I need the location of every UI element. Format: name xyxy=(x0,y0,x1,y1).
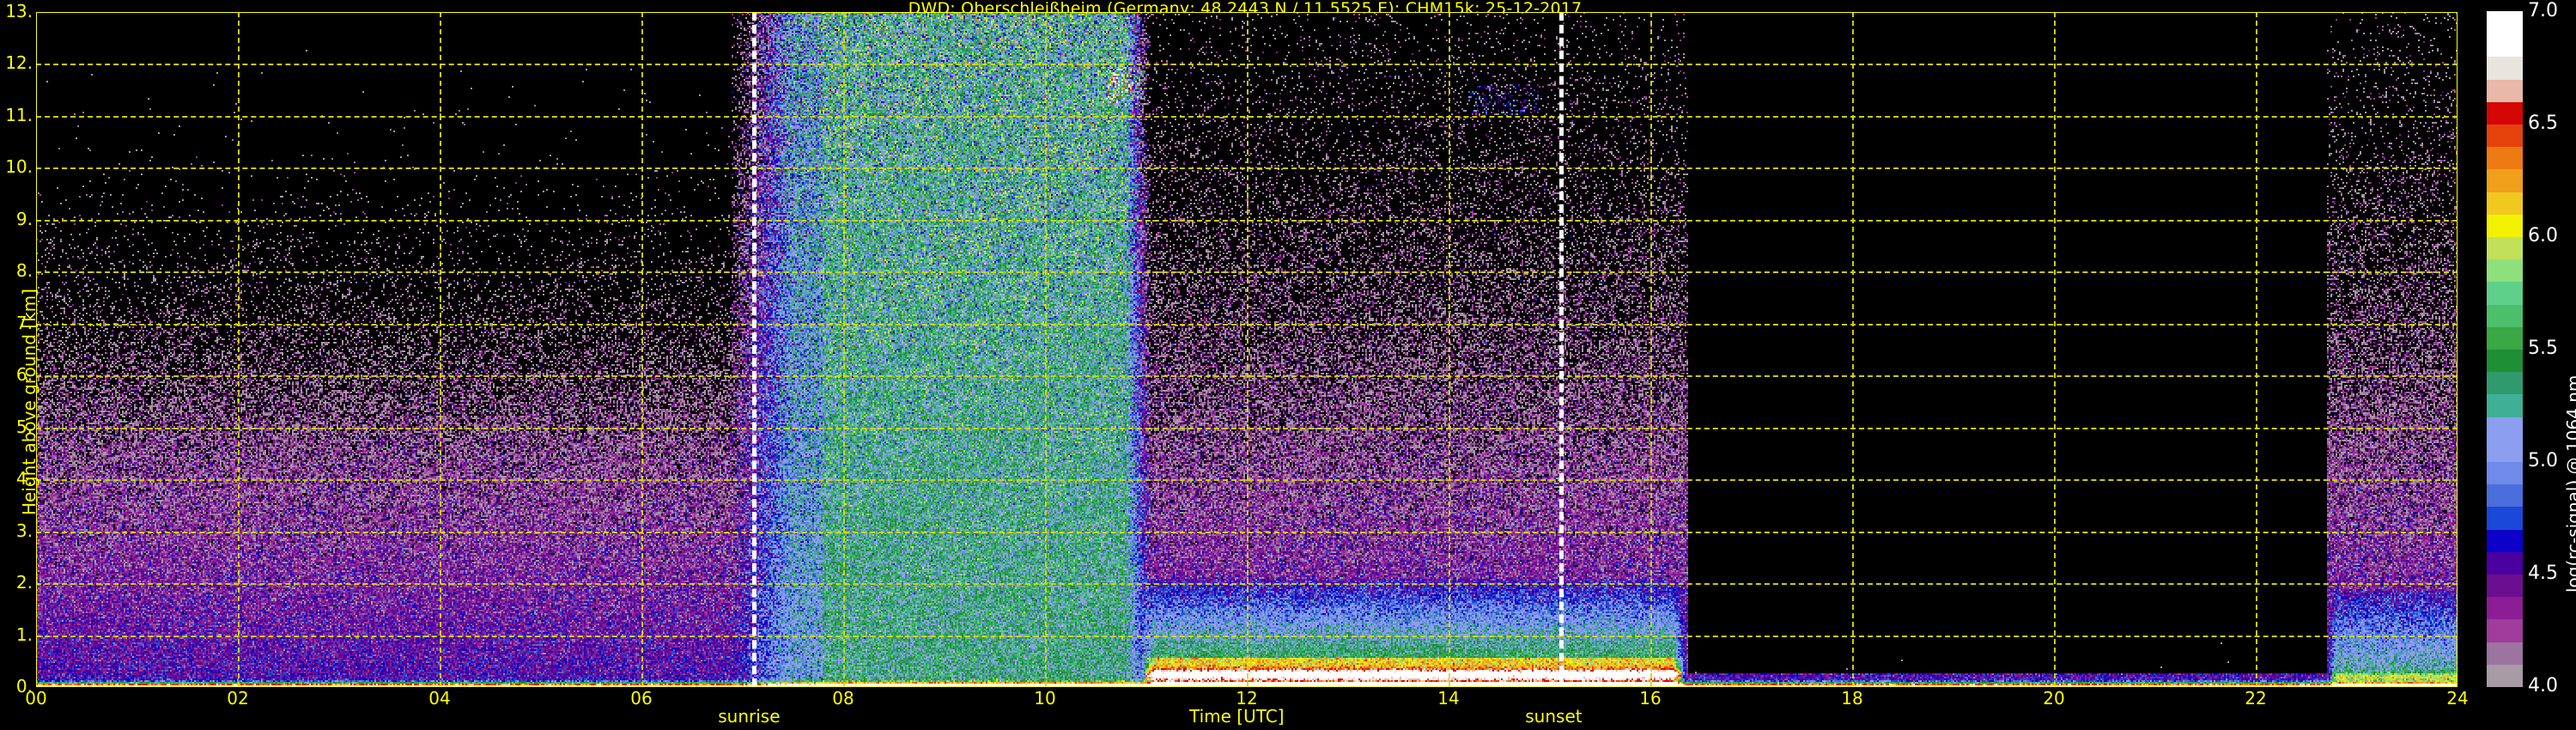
sunset-line xyxy=(1559,12,1564,687)
x-tick-label: 24 xyxy=(2446,688,2469,709)
x-tick-label: 00 xyxy=(25,688,47,709)
colorbar-segment xyxy=(2487,551,2523,575)
gridline-vertical xyxy=(2054,12,2056,687)
gridline-horizontal xyxy=(36,479,2458,482)
colorbar-segment xyxy=(2487,393,2523,417)
gridline-vertical xyxy=(1247,12,1249,687)
gridline-vertical xyxy=(1852,12,1854,687)
gridline-horizontal xyxy=(36,583,2458,586)
x-tick-label: 08 xyxy=(832,688,854,709)
colorbar-tick-label: 5.5 xyxy=(2528,338,2558,359)
heatmap-plot-area xyxy=(36,12,2458,687)
colorbar-segment xyxy=(2487,259,2523,283)
y-tick-label: 3. xyxy=(15,520,33,541)
colorbar-tick-label: 6.5 xyxy=(2528,113,2558,134)
x-tick-label: 16 xyxy=(1639,688,1662,709)
gridline-horizontal xyxy=(36,375,2458,378)
x-tick-label: 14 xyxy=(1437,688,1460,709)
colorbar-segment xyxy=(2487,192,2523,215)
x-tick-label: 10 xyxy=(1034,688,1056,709)
sunset-label: sunset xyxy=(1525,706,1583,727)
x-tick-label: 02 xyxy=(227,688,249,709)
y-tick-label: 13. xyxy=(5,1,33,21)
y-tick-label: 11. xyxy=(5,104,33,125)
colorbar-segment xyxy=(2487,596,2523,620)
gridline-vertical xyxy=(238,12,240,687)
gridline-horizontal xyxy=(36,167,2458,170)
x-axis-label: Time [UTC] xyxy=(1189,706,1285,727)
colorbar-segment xyxy=(2487,506,2523,530)
gridline-vertical xyxy=(1650,12,1652,687)
gridline-vertical xyxy=(1045,12,1047,687)
colorbar-segment xyxy=(2487,529,2523,552)
colorbar-segment xyxy=(2487,214,2523,237)
colorbar-label: log(rc-signal) @ 1064 nm xyxy=(2563,374,2576,593)
colorbar-segment xyxy=(2487,439,2523,462)
gridline-vertical xyxy=(440,12,441,687)
y-tick-label: 4. xyxy=(15,468,33,490)
colorbar-segment xyxy=(2487,417,2523,440)
gridline-horizontal xyxy=(36,271,2458,274)
x-tick-label: 12 xyxy=(1236,688,1258,709)
colorbar-segment xyxy=(2487,33,2523,58)
y-tick-label: 1. xyxy=(15,624,33,645)
colorbar-segment xyxy=(2487,326,2523,350)
x-tick-label: 04 xyxy=(428,688,451,709)
colorbar-segment xyxy=(2487,124,2523,148)
colorbar-segment xyxy=(2487,146,2523,170)
x-tick-label: 18 xyxy=(1841,688,1863,709)
y-axis-label: Height above ground [km] xyxy=(19,289,39,515)
colorbar-segment xyxy=(2487,574,2523,598)
colorbar-segment xyxy=(2487,79,2523,102)
colorbar-tick-label: 4.0 xyxy=(2528,675,2558,697)
gridline-vertical xyxy=(641,12,643,687)
colorbar-segment xyxy=(2487,56,2523,80)
colorbar-tick-label: 5.0 xyxy=(2528,450,2558,471)
colorbar-segment xyxy=(2487,642,2523,665)
colorbar-segment xyxy=(2487,484,2523,508)
colorbar-segment xyxy=(2487,236,2523,260)
y-tick-label: 2. xyxy=(15,572,33,593)
gridline-horizontal xyxy=(36,323,2458,325)
colorbar-segment xyxy=(2487,349,2523,373)
y-tick-label: 6. xyxy=(15,364,33,386)
colorbar-segment xyxy=(2487,11,2523,35)
y-tick-label: 12. xyxy=(5,52,33,74)
colorbar-segment xyxy=(2487,371,2523,395)
x-tick-label: 22 xyxy=(2245,688,2267,709)
colorbar-tick-label: 6.0 xyxy=(2528,225,2558,246)
gridline-vertical xyxy=(2256,12,2257,687)
gridline-horizontal xyxy=(36,427,2458,429)
colorbar-segment xyxy=(2487,101,2523,125)
gridline-horizontal xyxy=(36,64,2458,66)
colorbar-segment xyxy=(2487,168,2523,192)
y-tick-label: 10. xyxy=(5,156,33,178)
gridline-vertical xyxy=(843,12,845,687)
colorbar xyxy=(2487,11,2523,687)
gridline-horizontal xyxy=(36,219,2458,222)
colorbar-segment xyxy=(2487,664,2523,687)
x-tick-label: 20 xyxy=(2043,688,2065,709)
colorbar-segment xyxy=(2487,618,2523,642)
colorbar-segment xyxy=(2487,461,2523,485)
y-tick-label: 8. xyxy=(15,260,33,282)
y-tick-label: 7. xyxy=(15,312,33,333)
y-tick-label: 9. xyxy=(15,208,33,229)
colorbar-segment xyxy=(2487,281,2523,305)
gridline-horizontal xyxy=(36,531,2458,533)
sunrise-line xyxy=(752,12,757,687)
colorbar-tick-label: 7.0 xyxy=(2528,0,2558,21)
colorbar-tick-label: 4.5 xyxy=(2528,563,2558,584)
sunrise-label: sunrise xyxy=(718,706,781,727)
y-tick-label: 5. xyxy=(15,416,33,437)
x-tick-label: 06 xyxy=(630,688,653,709)
gridline-horizontal xyxy=(36,635,2458,637)
y-tick-label: 0. xyxy=(15,676,33,697)
gridline-horizontal xyxy=(36,115,2458,118)
colorbar-segment xyxy=(2487,304,2523,327)
gridline-vertical xyxy=(1449,12,1450,687)
